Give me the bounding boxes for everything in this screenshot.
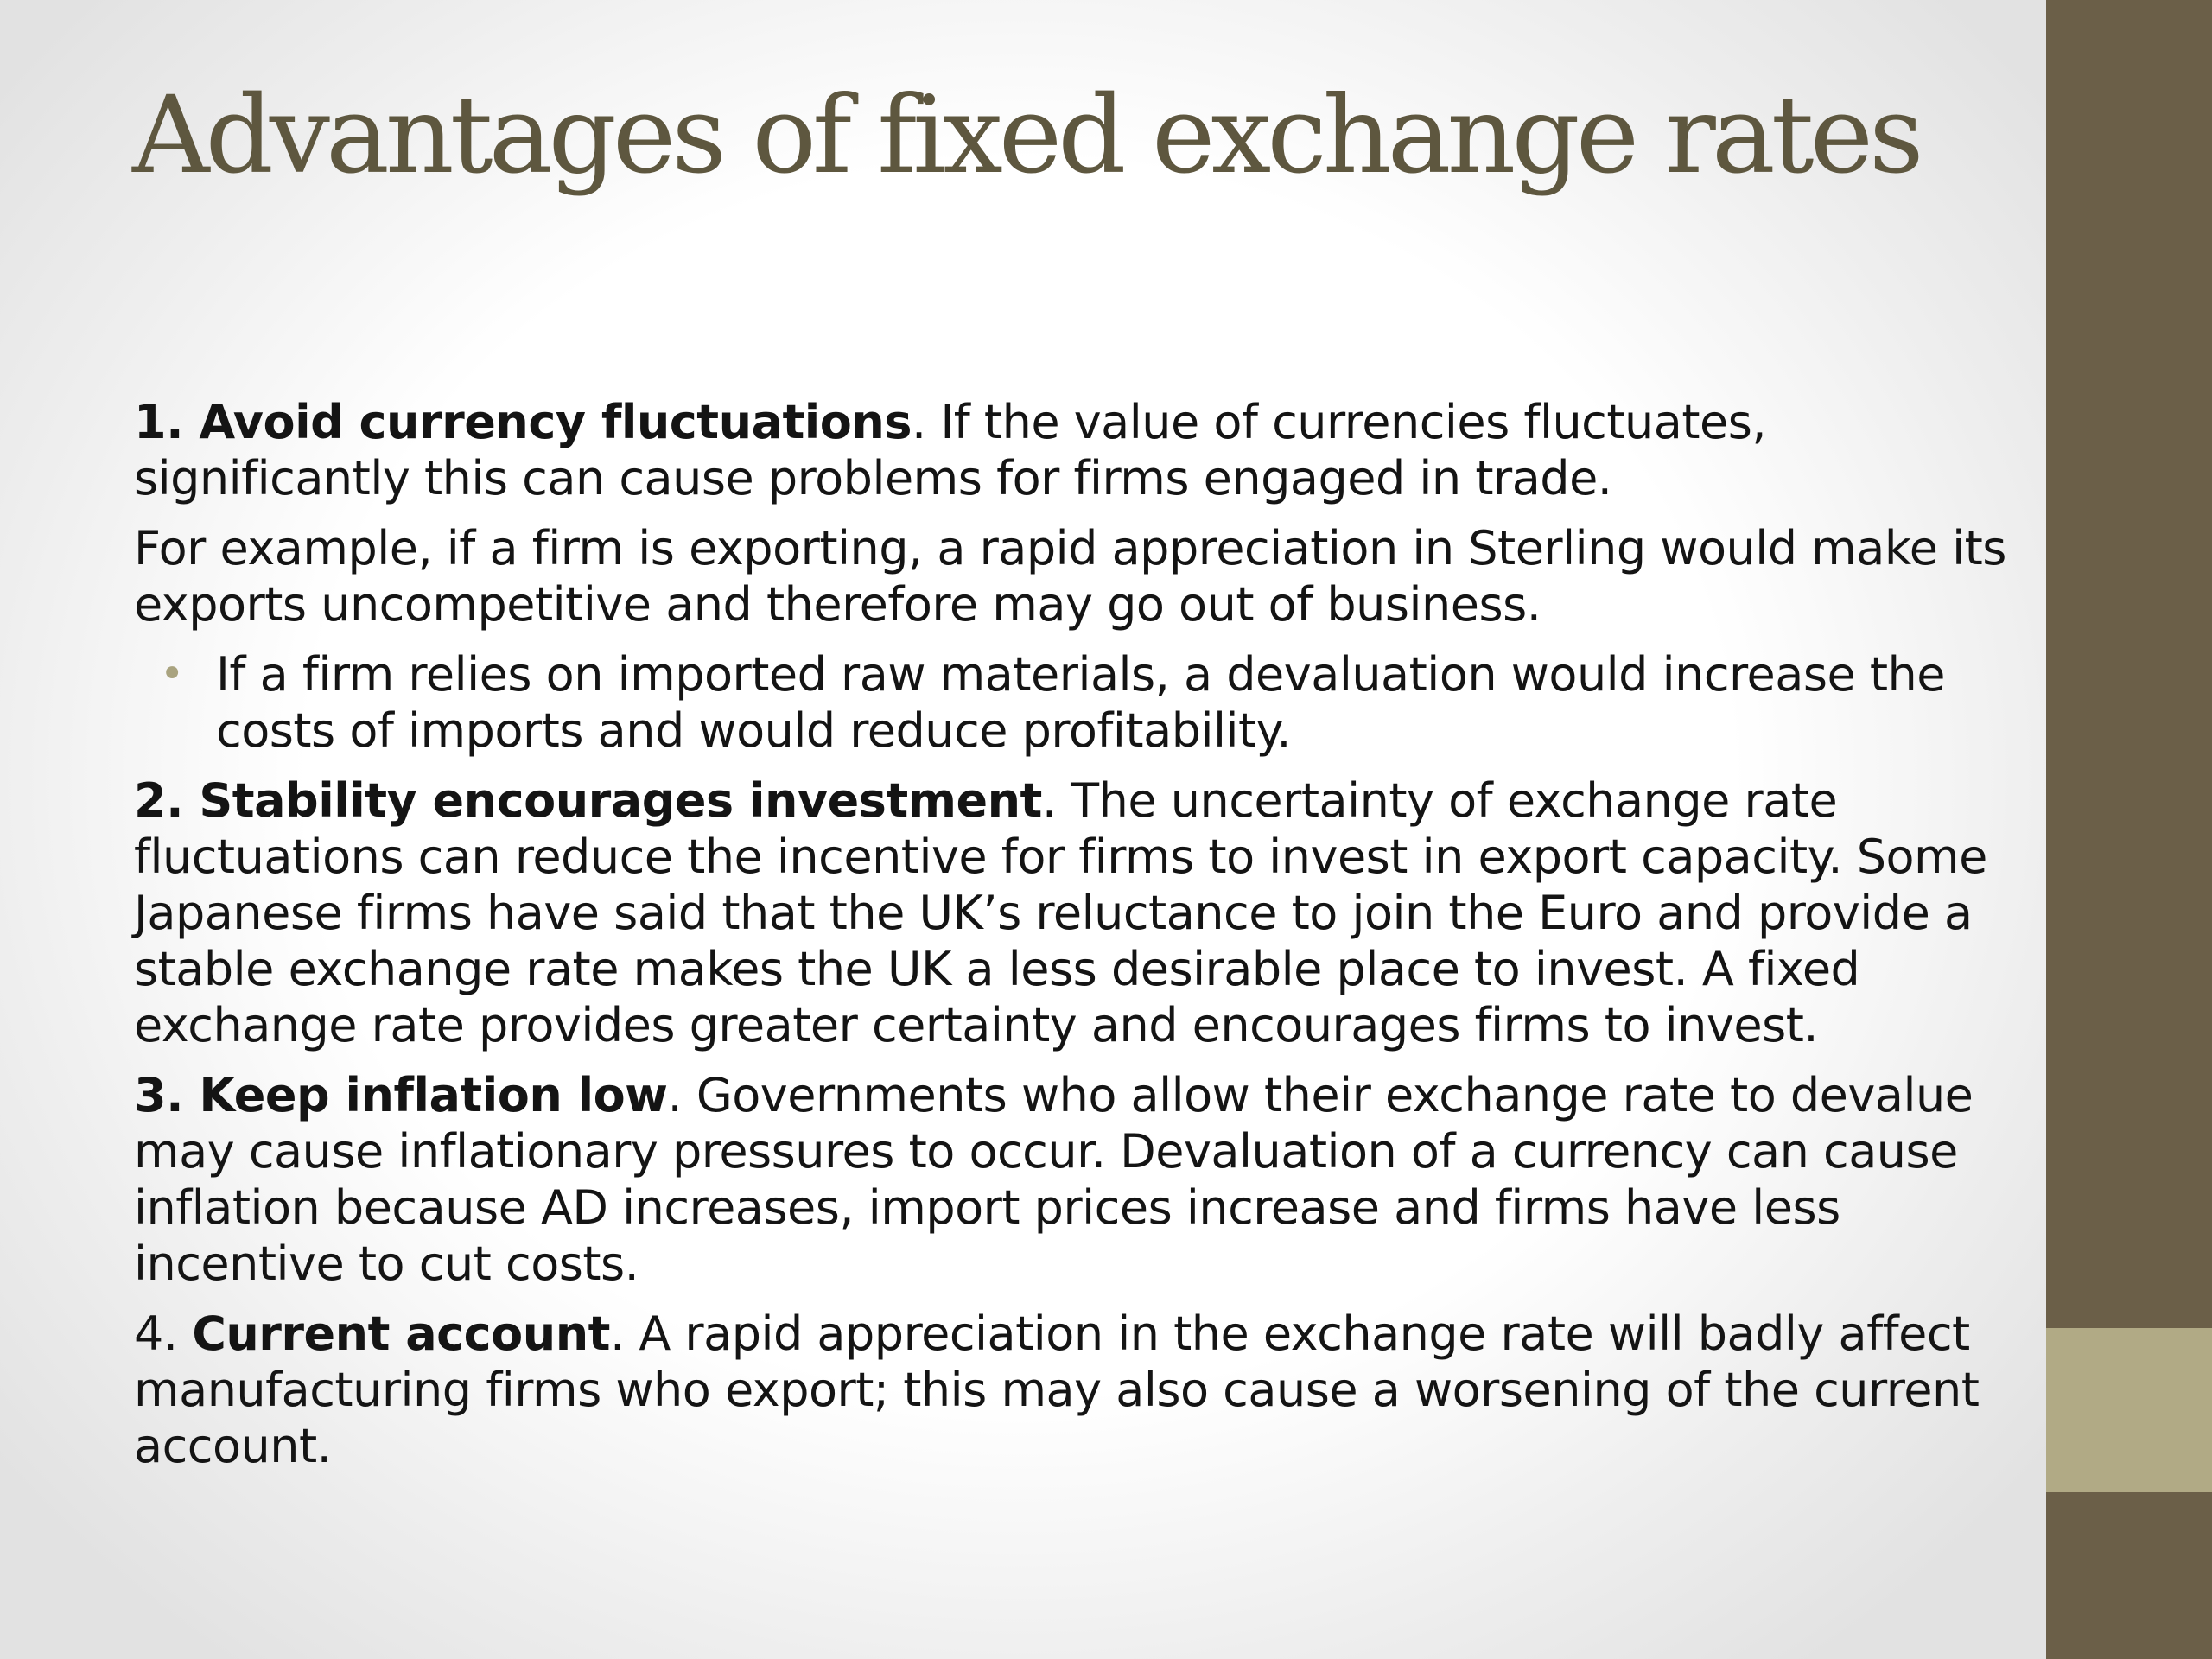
point-number: 3. [134, 1068, 184, 1122]
side-accent-block [2046, 1328, 2212, 1492]
slide-body: 1. Avoid currency fluctuations. If the v… [134, 394, 2035, 1488]
point-heading: 2. Stability encourages investment [134, 773, 1042, 828]
point-text: . The uncertainty of exchange rate fluct… [134, 773, 1987, 1052]
point-number: 4. [134, 1306, 178, 1361]
point-heading-text: Stability encourages investment [199, 773, 1042, 828]
point-current-account: 4. Current account. A rapid appreciation… [134, 1306, 2035, 1474]
bullet-text: If a firm relies on imported raw materia… [216, 647, 1946, 758]
bullet-item: • If a firm relies on imported raw materi… [134, 646, 2035, 759]
point-number: 1. [134, 395, 184, 449]
point-avoid-currency-fluctuations: 1. Avoid currency fluctuations. If the v… [134, 394, 2035, 506]
point-keep-inflation-low: 3. Keep inflation low. Governments who a… [134, 1067, 2035, 1292]
point-heading-text: Keep inflation low [199, 1068, 668, 1122]
point-heading-text: Current account [192, 1306, 610, 1361]
slide-title: Advantages of fixed exchange rates [132, 73, 1924, 198]
point-text: For example, if a firm is exporting, a r… [134, 521, 2006, 632]
point-heading-text: Avoid currency fluctuations [199, 395, 912, 449]
point-text: . If the value of currencies fluctuates,… [134, 395, 1767, 505]
point-stability-encourages-investment: 2. Stability encourages investment. The … [134, 772, 2035, 1053]
point-example: For example, if a firm is exporting, a r… [134, 520, 2035, 632]
point-text: . Governments who allow their exchange r… [134, 1068, 1974, 1291]
point-number: 2. [134, 773, 184, 828]
point-heading: 1. Avoid currency fluctuations [134, 395, 912, 449]
bullet-icon: • [160, 650, 184, 698]
point-text: . A rapid appreciation in the exchange r… [134, 1306, 1980, 1473]
point-heading: 3. Keep inflation low [134, 1068, 668, 1122]
